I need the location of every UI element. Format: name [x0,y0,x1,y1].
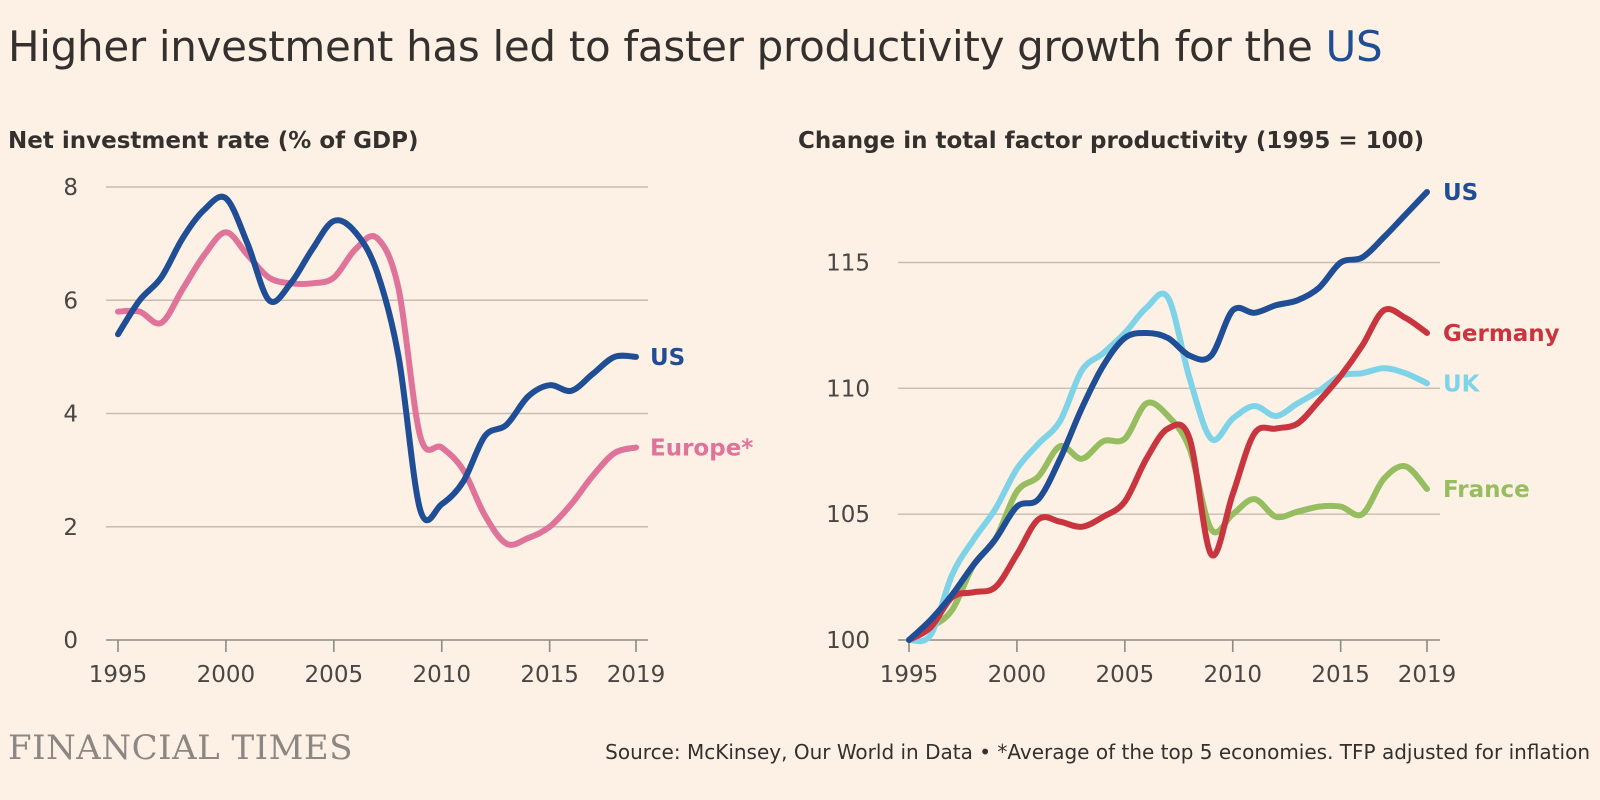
left-chart-title: Net investment rate (% of GDP) [8,128,419,154]
y-tick-label: 8 [63,175,78,201]
chart-title-highlight: US [1325,22,1383,71]
y-tick-label: 105 [826,502,870,528]
x-tick-label: 2019 [1398,662,1457,688]
x-tick-label: 1995 [880,662,939,688]
net-investment-chart: 0 2 4 6 8 1995 2000 2005 2010 2015 2019 US Europe* [63,175,753,688]
x-tick-label: 2000 [197,662,256,688]
chart-title: Higher investment has led to faster prod… [8,22,1383,71]
x-tick-label: 2005 [1096,662,1155,688]
x-tick-label: 2010 [412,662,471,688]
series-label-us: US [650,345,685,371]
x-tick-label: 2000 [988,662,1047,688]
y-tick-label: 110 [826,376,870,402]
right-chart-title: Change in total factor productivity (199… [798,128,1425,154]
x-tick-label: 2019 [607,662,666,688]
series-label-europe: Europe* [650,435,753,461]
series-line-us [115,193,639,524]
y-tick-label: 115 [826,251,870,277]
series-label-uk: UK [1443,371,1481,397]
y-tick-label: 4 [63,402,78,428]
x-tick-label: 2015 [520,662,579,688]
x-tick-label: 2010 [1203,662,1262,688]
y-tick-label: 0 [63,628,78,654]
series-line-europe [115,229,639,548]
y-tick-label: 6 [63,288,78,314]
chart-title-text: Higher investment has led to faster prod… [8,22,1326,71]
y-tick-label: 100 [826,628,870,654]
series-label-france: France [1443,477,1530,503]
series-label-us: US [1443,180,1478,206]
series-label-germany: Germany [1443,321,1560,347]
x-tick-label: 1995 [89,662,148,688]
x-tick-label: 2005 [305,662,364,688]
source-note: Source: McKinsey, Our World in Data • *A… [605,740,1590,764]
ft-logo: FINANCIAL TIMES [8,728,353,768]
series-line-us [906,189,1430,643]
y-tick-label: 2 [63,515,78,541]
x-tick-label: 2015 [1311,662,1370,688]
tfp-chart: 100 105 110 115 1995 2000 2005 2010 2015 2019 US Ge… [826,180,1560,688]
series-line-germany [906,306,1430,643]
